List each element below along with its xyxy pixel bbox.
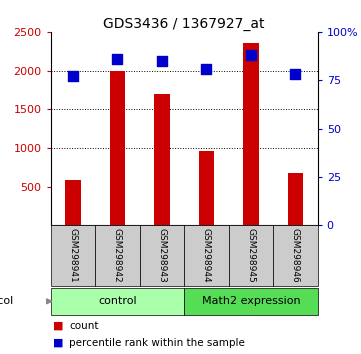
- Point: [248, 52, 254, 58]
- Bar: [243, 44, 259, 225]
- Bar: [184, 225, 229, 286]
- Bar: [140, 225, 184, 286]
- Bar: [95, 225, 140, 286]
- Text: GSM298946: GSM298946: [291, 228, 300, 283]
- Bar: [51, 225, 95, 286]
- Bar: [154, 94, 170, 225]
- Text: GSM298942: GSM298942: [113, 228, 122, 283]
- Bar: [199, 151, 214, 225]
- Point: [292, 72, 298, 77]
- Text: GSM298941: GSM298941: [68, 228, 77, 283]
- Title: GDS3436 / 1367927_at: GDS3436 / 1367927_at: [103, 17, 265, 31]
- Text: percentile rank within the sample: percentile rank within the sample: [69, 338, 245, 348]
- Text: GSM298944: GSM298944: [202, 228, 211, 283]
- Bar: [184, 288, 318, 315]
- Bar: [229, 225, 273, 286]
- Point: [114, 56, 120, 62]
- Text: GSM298943: GSM298943: [157, 228, 166, 283]
- Text: protocol: protocol: [0, 296, 13, 306]
- Text: Math2 expression: Math2 expression: [201, 296, 300, 306]
- Bar: [51, 288, 184, 315]
- Point: [70, 74, 76, 79]
- Text: ■: ■: [53, 321, 64, 331]
- Text: count: count: [69, 321, 99, 331]
- Bar: [109, 70, 125, 225]
- Bar: [65, 181, 81, 225]
- Bar: [273, 225, 318, 286]
- Text: GSM298945: GSM298945: [247, 228, 255, 283]
- Point: [159, 58, 165, 64]
- Text: ■: ■: [53, 338, 64, 348]
- Text: control: control: [98, 296, 136, 306]
- Bar: [288, 173, 303, 225]
- Point: [204, 66, 209, 72]
